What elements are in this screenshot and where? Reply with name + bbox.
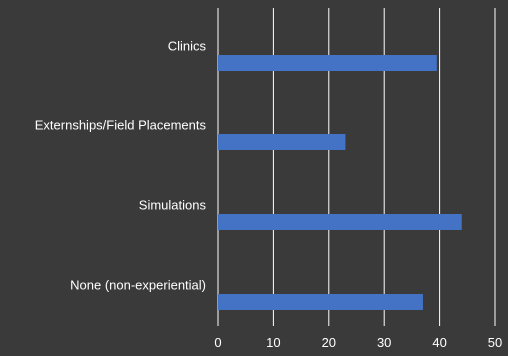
category-label-2: Externships/Field Placements xyxy=(35,117,207,132)
category-label-4: None (non-experiential) xyxy=(70,277,206,292)
category-label-1: Clinics xyxy=(168,38,207,53)
bar-3 xyxy=(218,214,462,230)
bar-2 xyxy=(218,134,346,150)
bar-4 xyxy=(218,294,423,310)
category-label-3: Simulations xyxy=(139,197,207,212)
x-tick-label-40: 40 xyxy=(432,335,446,350)
x-tick-label-0: 0 xyxy=(214,335,221,350)
x-tick-label-10: 10 xyxy=(266,335,280,350)
bar-1 xyxy=(218,55,437,71)
x-tick-labels: 0 10 20 30 40 50 xyxy=(214,335,502,350)
x-tick-label-50: 50 xyxy=(488,335,502,350)
bar-layer xyxy=(218,55,462,310)
x-tick-label-30: 30 xyxy=(377,335,391,350)
x-tick-label-20: 20 xyxy=(322,335,336,350)
category-labels: Clinics Externships/Field Placements Simul… xyxy=(35,38,207,292)
